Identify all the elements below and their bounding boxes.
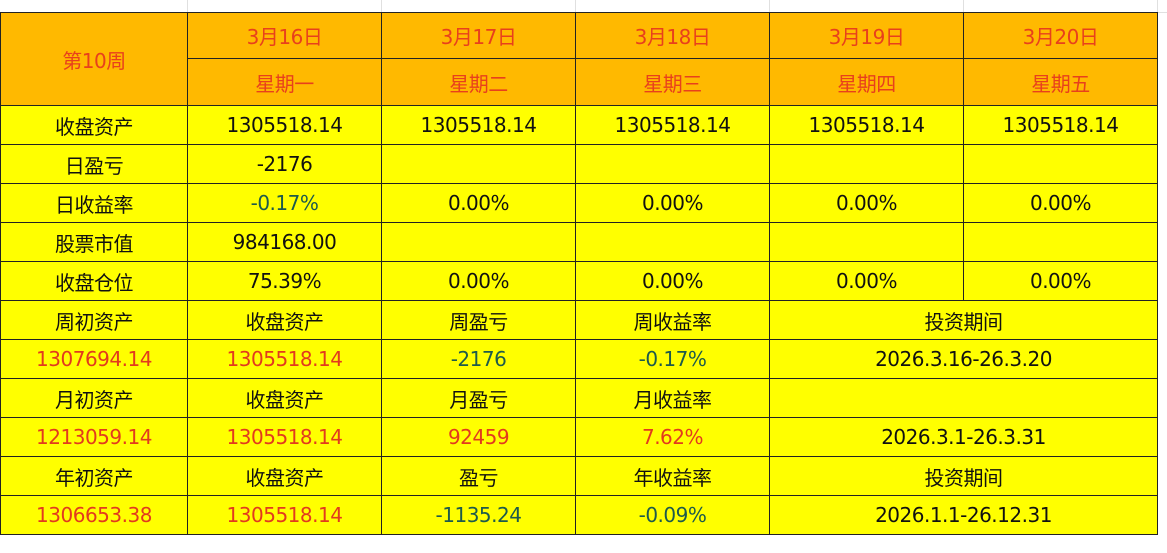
cell[interactable]: 1305518.14 xyxy=(187,495,382,535)
daily-row: 收盘资产 1305518.14 1305518.14 1305518.14 130551… xyxy=(0,105,1158,145)
weekly-report-table: 第10周 3月16日 3月17日 3月18日 3月19日 3月20日 星期一 星… xyxy=(0,12,1158,535)
weekday-cell[interactable]: 星期三 xyxy=(575,58,770,106)
daily-row: 日盈亏 -2176 xyxy=(0,144,1158,184)
week-header-row: 周初资产 收盘资产 周盈亏 周收益率 投资期间 xyxy=(0,300,1158,340)
cell[interactable]: 月盈亏 xyxy=(381,378,576,418)
cell[interactable]: 年收益率 xyxy=(575,456,770,496)
cell[interactable] xyxy=(381,144,576,184)
weekday-cell[interactable]: 星期一 xyxy=(187,58,382,106)
date-cell[interactable]: 3月17日 xyxy=(381,12,576,59)
cell[interactable] xyxy=(769,144,964,184)
cell[interactable]: 收盘资产 xyxy=(187,378,382,418)
cell[interactable]: 月收益率 xyxy=(575,378,770,418)
cell[interactable]: -2176 xyxy=(381,339,576,379)
cell[interactable]: 1305518.14 xyxy=(187,105,382,145)
year-header-row: 年初资产 收盘资产 盈亏 年收益率 投资期间 xyxy=(0,456,1158,496)
cell[interactable] xyxy=(963,144,1158,184)
cell[interactable] xyxy=(381,222,576,262)
month-header-row: 月初资产 收盘资产 月盈亏 月收益率 xyxy=(0,378,1158,418)
cell[interactable]: 0.00% xyxy=(963,261,1158,301)
cell[interactable]: 75.39% xyxy=(187,261,382,301)
cell[interactable]: 1307694.14 xyxy=(0,339,188,379)
row-label-cell[interactable]: 股票市值 xyxy=(0,222,188,262)
cell[interactable]: 92459 xyxy=(381,417,576,457)
daily-row: 日收益率 -0.17% 0.00% 0.00% 0.00% 0.00% xyxy=(0,183,1158,223)
cell[interactable]: 984168.00 xyxy=(187,222,382,262)
daily-row: 收盘仓位 75.39% 0.00% 0.00% 0.00% 0.00% xyxy=(0,261,1158,301)
cell[interactable]: 1305518.14 xyxy=(381,105,576,145)
date-cell[interactable]: 3月16日 xyxy=(187,12,382,59)
cell[interactable]: 2026.3.1-26.3.31 xyxy=(769,417,1158,457)
cell[interactable]: 1305518.14 xyxy=(187,339,382,379)
cell[interactable]: -0.17% xyxy=(575,339,770,379)
cell[interactable]: -0.09% xyxy=(575,495,770,535)
row-label-cell[interactable]: 日盈亏 xyxy=(0,144,188,184)
cell[interactable]: -1135.24 xyxy=(381,495,576,535)
cell[interactable]: 收盘资产 xyxy=(187,300,382,340)
cell[interactable] xyxy=(575,222,770,262)
cell[interactable] xyxy=(769,222,964,262)
cell[interactable]: 1305518.14 xyxy=(187,417,382,457)
cell[interactable]: 0.00% xyxy=(575,183,770,223)
cell[interactable]: 收盘资产 xyxy=(187,456,382,496)
cell[interactable]: 0.00% xyxy=(381,183,576,223)
cell[interactable]: 投资期间 xyxy=(769,300,1158,340)
row-label-cell[interactable]: 收盘资产 xyxy=(0,105,188,145)
daily-row: 股票市值 984168.00 xyxy=(0,222,1158,262)
cell[interactable]: 0.00% xyxy=(575,261,770,301)
cell[interactable]: 2026.1.1-26.12.31 xyxy=(769,495,1158,535)
row-label-cell[interactable]: 日收益率 xyxy=(0,183,188,223)
cell[interactable]: 盈亏 xyxy=(381,456,576,496)
cell[interactable]: 年初资产 xyxy=(0,456,188,496)
cell[interactable]: 0.00% xyxy=(381,261,576,301)
cell[interactable]: 7.62% xyxy=(575,417,770,457)
cell[interactable] xyxy=(769,378,1158,418)
cell[interactable]: 1213059.14 xyxy=(0,417,188,457)
cell[interactable]: 0.00% xyxy=(769,183,964,223)
row-label-cell[interactable]: 收盘仓位 xyxy=(0,261,188,301)
weekday-cell[interactable]: 星期四 xyxy=(769,58,964,106)
cell[interactable]: 周盈亏 xyxy=(381,300,576,340)
cell[interactable]: 1305518.14 xyxy=(963,105,1158,145)
cell[interactable]: 1305518.14 xyxy=(769,105,964,145)
cell[interactable] xyxy=(575,144,770,184)
month-value-row: 1213059.14 1305518.14 92459 7.62% 2026.3… xyxy=(0,417,1158,457)
date-cell[interactable]: 3月18日 xyxy=(575,12,770,59)
date-cell[interactable]: 3月19日 xyxy=(769,12,964,59)
cell[interactable]: 0.00% xyxy=(769,261,964,301)
cell[interactable]: 1305518.14 xyxy=(575,105,770,145)
week-label-cell[interactable]: 第10周 xyxy=(0,12,188,106)
year-value-row: 1306653.38 1305518.14 -1135.24 -0.09% 20… xyxy=(0,495,1158,535)
cell[interactable]: 周收益率 xyxy=(575,300,770,340)
cell[interactable]: 月初资产 xyxy=(0,378,188,418)
cell[interactable]: -0.17% xyxy=(187,183,382,223)
cell[interactable]: 2026.3.16-26.3.20 xyxy=(769,339,1158,379)
cell[interactable]: 1306653.38 xyxy=(0,495,188,535)
date-cell[interactable]: 3月20日 xyxy=(963,12,1158,59)
weekday-cell[interactable]: 星期二 xyxy=(381,58,576,106)
cell[interactable]: -2176 xyxy=(187,144,382,184)
cell[interactable]: 投资期间 xyxy=(769,456,1158,496)
cell[interactable]: 周初资产 xyxy=(0,300,188,340)
cell[interactable]: 0.00% xyxy=(963,183,1158,223)
cell[interactable] xyxy=(963,222,1158,262)
weekday-cell[interactable]: 星期五 xyxy=(963,58,1158,106)
week-value-row: 1307694.14 1305518.14 -2176 -0.17% 2026.… xyxy=(0,339,1158,379)
